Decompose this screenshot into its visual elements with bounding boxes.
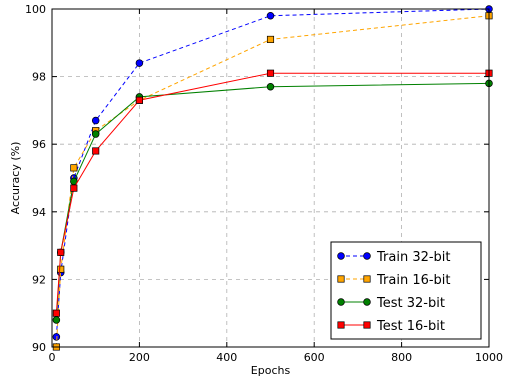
ticks: 0 200 400 600 800 1000 90 92 94 96 98 100: [25, 3, 503, 364]
x-tick-label: 600: [304, 351, 325, 364]
plot-frame: [51, 8, 490, 348]
x-tick-label: 0: [49, 351, 56, 364]
data-point: [135, 59, 144, 67]
data-point: [52, 309, 60, 317]
legend-label: Train 32-bit: [376, 250, 451, 265]
y-tick-label: 92: [32, 273, 46, 286]
data-point: [92, 147, 100, 155]
data-point: [91, 130, 100, 138]
x-tick-label: 200: [129, 351, 150, 364]
data-point: [70, 184, 78, 192]
x-axis-label: Epochs: [251, 364, 291, 377]
legend-marker: [337, 275, 345, 283]
y-tick-label: 98: [32, 71, 46, 84]
data-point: [52, 316, 61, 324]
legend-item: Test 16-bit: [337, 319, 445, 334]
legend-item: Train 16-bit: [337, 273, 451, 288]
data-point: [266, 12, 275, 20]
data-point: [91, 116, 100, 125]
data-point: [57, 265, 65, 273]
legend-item: Test 32-bit: [337, 296, 445, 311]
legend-marker: [337, 298, 345, 306]
legend-marker: [363, 321, 371, 329]
data-point: [266, 69, 275, 77]
legend-marker: [363, 252, 371, 260]
y-tick-label: 96: [32, 138, 46, 151]
data-point: [57, 248, 65, 256]
x-tick-label: 1000: [475, 351, 503, 364]
data-point: [266, 82, 275, 91]
y-axis-label: Accuracy (%): [9, 142, 22, 215]
legend-box: [330, 241, 482, 340]
x-tick-label: 400: [216, 351, 237, 364]
legend-marker: [337, 252, 345, 260]
legend-item: Train 32-bit: [337, 250, 451, 265]
legend-label: Train 16-bit: [376, 273, 451, 288]
x-tick-label: 800: [391, 351, 412, 364]
data-point: [135, 96, 143, 104]
data-point: [266, 35, 275, 43]
y-tick-label: 90: [32, 341, 46, 354]
legend: Train 32-bit Train 16-bit Test 32-bit Test …: [330, 241, 482, 340]
legend-label: Test 32-bit: [376, 296, 445, 311]
data-point: [52, 333, 61, 341]
legend-label: Test 16-bit: [376, 319, 445, 334]
legend-marker: [363, 275, 371, 283]
legend-marker: [363, 298, 371, 306]
data-point: [70, 164, 78, 172]
y-tick-label: 94: [32, 206, 46, 219]
legend-marker: [337, 321, 345, 329]
y-tick-label: 100: [25, 3, 46, 16]
